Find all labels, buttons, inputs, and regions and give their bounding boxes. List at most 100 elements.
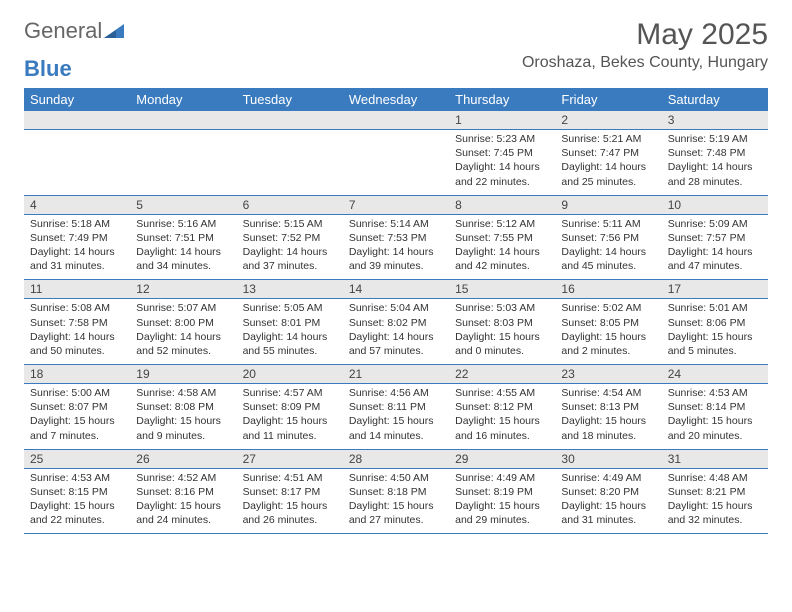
daylight-text: Daylight: 15 hours and 22 minutes.	[30, 499, 124, 527]
day-number: 3	[662, 111, 768, 129]
day-data-cell: Sunrise: 5:15 AMSunset: 7:52 PMDaylight:…	[237, 214, 343, 280]
day-number	[237, 111, 343, 115]
day-data-cell: Sunrise: 5:18 AMSunset: 7:49 PMDaylight:…	[24, 214, 130, 280]
day-data: Sunrise: 5:05 AMSunset: 8:01 PMDaylight:…	[237, 299, 343, 364]
sunset-text: Sunset: 7:45 PM	[455, 146, 549, 160]
day-number-cell: 26	[130, 449, 236, 468]
day-number-cell: 19	[130, 365, 236, 384]
weekday-header: Wednesday	[343, 88, 449, 111]
day-number-cell: 23	[555, 365, 661, 384]
day-data-cell: Sunrise: 4:50 AMSunset: 8:18 PMDaylight:…	[343, 468, 449, 534]
sunrise-text: Sunrise: 4:49 AM	[455, 471, 549, 485]
weekday-header: Sunday	[24, 88, 130, 111]
sunrise-text: Sunrise: 4:58 AM	[136, 386, 230, 400]
day-number: 25	[24, 450, 130, 468]
day-number: 19	[130, 365, 236, 383]
day-number-cell: 27	[237, 449, 343, 468]
day-number-cell: 8	[449, 195, 555, 214]
sunrise-text: Sunrise: 5:14 AM	[349, 217, 443, 231]
day-data: Sunrise: 5:02 AMSunset: 8:05 PMDaylight:…	[555, 299, 661, 364]
daylight-text: Daylight: 14 hours and 57 minutes.	[349, 330, 443, 358]
sunrise-text: Sunrise: 4:54 AM	[561, 386, 655, 400]
sunset-text: Sunset: 8:13 PM	[561, 400, 655, 414]
day-number-cell: 25	[24, 449, 130, 468]
day-data: Sunrise: 4:55 AMSunset: 8:12 PMDaylight:…	[449, 384, 555, 449]
day-data: Sunrise: 4:56 AMSunset: 8:11 PMDaylight:…	[343, 384, 449, 449]
weekday-header: Friday	[555, 88, 661, 111]
day-number	[343, 111, 449, 115]
daylight-text: Daylight: 14 hours and 55 minutes.	[243, 330, 337, 358]
daylight-text: Daylight: 15 hours and 27 minutes.	[349, 499, 443, 527]
sunset-text: Sunset: 8:05 PM	[561, 316, 655, 330]
daylight-text: Daylight: 14 hours and 47 minutes.	[668, 245, 762, 273]
day-number-cell: 16	[555, 280, 661, 299]
day-data-cell: Sunrise: 5:03 AMSunset: 8:03 PMDaylight:…	[449, 299, 555, 365]
daylight-text: Daylight: 15 hours and 14 minutes.	[349, 414, 443, 442]
sunrise-text: Sunrise: 4:53 AM	[668, 386, 762, 400]
sunrise-text: Sunrise: 5:18 AM	[30, 217, 124, 231]
day-number: 5	[130, 196, 236, 214]
sunrise-text: Sunrise: 4:51 AM	[243, 471, 337, 485]
sunrise-text: Sunrise: 5:03 AM	[455, 301, 549, 315]
daylight-text: Daylight: 14 hours and 39 minutes.	[349, 245, 443, 273]
day-data: Sunrise: 4:53 AMSunset: 8:15 PMDaylight:…	[24, 469, 130, 534]
day-data: Sunrise: 5:00 AMSunset: 8:07 PMDaylight:…	[24, 384, 130, 449]
day-number: 7	[343, 196, 449, 214]
day-data-cell: Sunrise: 4:49 AMSunset: 8:20 PMDaylight:…	[555, 468, 661, 534]
day-data: Sunrise: 4:53 AMSunset: 8:14 PMDaylight:…	[662, 384, 768, 449]
day-data-cell: Sunrise: 4:51 AMSunset: 8:17 PMDaylight:…	[237, 468, 343, 534]
day-number: 29	[449, 450, 555, 468]
day-data: Sunrise: 5:14 AMSunset: 7:53 PMDaylight:…	[343, 215, 449, 280]
day-number-cell: 6	[237, 195, 343, 214]
day-number: 15	[449, 280, 555, 298]
day-data-row: Sunrise: 5:18 AMSunset: 7:49 PMDaylight:…	[24, 214, 768, 280]
day-data: Sunrise: 4:49 AMSunset: 8:19 PMDaylight:…	[449, 469, 555, 534]
title-block: May 2025 Oroshaza, Bekes County, Hungary	[522, 18, 768, 72]
day-data: Sunrise: 4:52 AMSunset: 8:16 PMDaylight:…	[130, 469, 236, 534]
sunrise-text: Sunrise: 5:04 AM	[349, 301, 443, 315]
page-title: May 2025	[522, 18, 768, 52]
daylight-text: Daylight: 14 hours and 37 minutes.	[243, 245, 337, 273]
day-data: Sunrise: 4:48 AMSunset: 8:21 PMDaylight:…	[662, 469, 768, 534]
daylight-text: Daylight: 15 hours and 7 minutes.	[30, 414, 124, 442]
day-number: 6	[237, 196, 343, 214]
day-number: 4	[24, 196, 130, 214]
day-data: Sunrise: 4:58 AMSunset: 8:08 PMDaylight:…	[130, 384, 236, 449]
day-number: 30	[555, 450, 661, 468]
sunrise-text: Sunrise: 4:56 AM	[349, 386, 443, 400]
sunset-text: Sunset: 8:01 PM	[243, 316, 337, 330]
sunset-text: Sunset: 7:47 PM	[561, 146, 655, 160]
sunrise-text: Sunrise: 4:53 AM	[30, 471, 124, 485]
weekday-header: Monday	[130, 88, 236, 111]
day-number: 2	[555, 111, 661, 129]
sunset-text: Sunset: 8:20 PM	[561, 485, 655, 499]
daylight-text: Daylight: 14 hours and 52 minutes.	[136, 330, 230, 358]
day-number: 16	[555, 280, 661, 298]
day-data: Sunrise: 5:03 AMSunset: 8:03 PMDaylight:…	[449, 299, 555, 364]
day-data: Sunrise: 4:50 AMSunset: 8:18 PMDaylight:…	[343, 469, 449, 534]
day-data-cell: Sunrise: 5:02 AMSunset: 8:05 PMDaylight:…	[555, 299, 661, 365]
day-data: Sunrise: 5:11 AMSunset: 7:56 PMDaylight:…	[555, 215, 661, 280]
sunrise-text: Sunrise: 5:05 AM	[243, 301, 337, 315]
day-number-cell	[343, 111, 449, 130]
sunset-text: Sunset: 8:15 PM	[30, 485, 124, 499]
daylight-text: Daylight: 15 hours and 32 minutes.	[668, 499, 762, 527]
day-number-cell: 3	[662, 111, 768, 130]
day-number-row: 18192021222324	[24, 365, 768, 384]
day-number: 26	[130, 450, 236, 468]
sunset-text: Sunset: 8:07 PM	[30, 400, 124, 414]
sunset-text: Sunset: 8:03 PM	[455, 316, 549, 330]
day-data: Sunrise: 5:04 AMSunset: 8:02 PMDaylight:…	[343, 299, 449, 364]
sunrise-text: Sunrise: 5:00 AM	[30, 386, 124, 400]
day-number-cell: 21	[343, 365, 449, 384]
day-data-cell: Sunrise: 5:07 AMSunset: 8:00 PMDaylight:…	[130, 299, 236, 365]
day-data: Sunrise: 4:49 AMSunset: 8:20 PMDaylight:…	[555, 469, 661, 534]
sunrise-text: Sunrise: 4:57 AM	[243, 386, 337, 400]
daylight-text: Daylight: 15 hours and 29 minutes.	[455, 499, 549, 527]
day-data-cell: Sunrise: 5:14 AMSunset: 7:53 PMDaylight:…	[343, 214, 449, 280]
sunrise-text: Sunrise: 5:02 AM	[561, 301, 655, 315]
sunrise-text: Sunrise: 4:49 AM	[561, 471, 655, 485]
sunset-text: Sunset: 7:51 PM	[136, 231, 230, 245]
day-data-cell	[237, 130, 343, 196]
sunset-text: Sunset: 8:12 PM	[455, 400, 549, 414]
